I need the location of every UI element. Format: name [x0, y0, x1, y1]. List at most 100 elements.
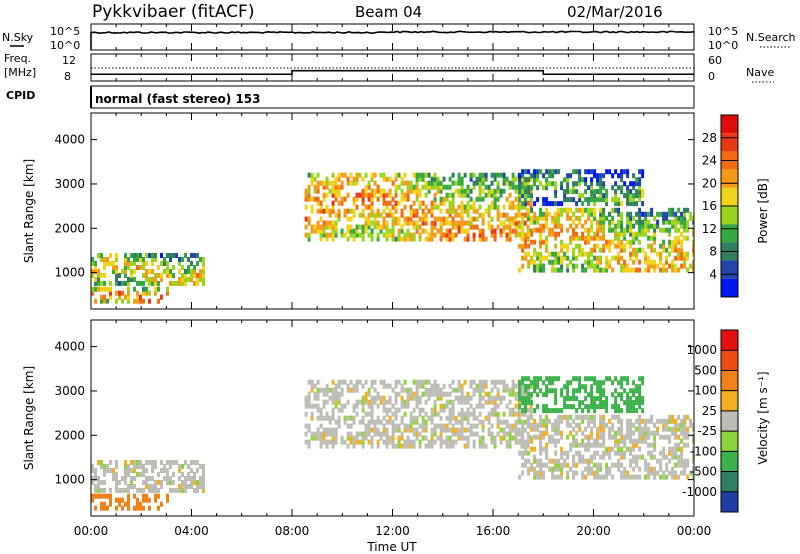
echo-cell	[596, 466, 600, 472]
echo-cell	[439, 200, 443, 206]
echo-cell	[421, 212, 425, 218]
echo-cell	[599, 426, 603, 432]
echo-cell	[97, 280, 100, 286]
echo-cell	[415, 208, 419, 214]
echo-cell	[530, 259, 534, 265]
echo-cell	[632, 197, 636, 203]
echo-cell	[115, 269, 118, 274]
echo-cell	[202, 280, 205, 286]
echo-cell	[442, 200, 446, 206]
echo-cell	[433, 216, 437, 222]
echo-cell	[340, 407, 344, 413]
echo-cell	[514, 228, 518, 234]
echo-cell	[587, 418, 591, 424]
echo-cell	[674, 223, 678, 229]
echo-cell	[370, 435, 374, 441]
echo-cell	[626, 404, 630, 410]
echo-cell	[635, 388, 639, 394]
echo-cell	[451, 439, 455, 445]
echo-cell	[677, 446, 681, 452]
echo-cell	[692, 466, 694, 472]
echo-cell	[578, 219, 582, 225]
echo-cell	[442, 439, 446, 445]
echo-cell	[412, 220, 416, 226]
echo-cell	[334, 188, 338, 194]
echo-cell	[316, 172, 320, 178]
echo-cell	[382, 403, 386, 409]
echo-cell	[487, 208, 491, 214]
echo-cell	[611, 227, 615, 233]
echo-cell	[517, 427, 521, 433]
echo-cell	[527, 211, 531, 217]
echo-cell	[163, 464, 166, 469]
echo-cell	[496, 216, 500, 222]
echo-cell	[674, 255, 678, 261]
echo-cell	[409, 216, 413, 222]
echo-cell	[671, 247, 675, 253]
echo-cell	[403, 411, 407, 417]
echo-cell	[373, 419, 377, 425]
echo-cell	[677, 255, 681, 261]
echo-cell	[617, 185, 621, 191]
echo-cell	[626, 227, 630, 233]
echo-cell	[602, 434, 606, 440]
echo-cell	[382, 196, 386, 202]
echo-cell	[548, 388, 552, 394]
echo-cell	[566, 414, 570, 420]
echo-cell	[590, 396, 594, 402]
echo-cell	[508, 184, 512, 190]
echo-cell	[457, 431, 461, 437]
echo-cell	[385, 232, 389, 238]
echo-cell	[103, 487, 106, 493]
echo-cell	[367, 387, 371, 393]
echo-cell	[445, 415, 449, 421]
echo-cell	[683, 470, 687, 476]
echo-cell	[430, 224, 434, 230]
echo-cell	[115, 290, 118, 296]
echo-cell	[692, 422, 694, 428]
echo-cell	[184, 269, 187, 274]
echo-cell	[445, 228, 449, 234]
echo-cell	[683, 430, 687, 436]
echo-cell	[439, 403, 443, 409]
echo-cell	[178, 468, 181, 473]
echo-cell	[115, 487, 118, 493]
echo-cell	[130, 480, 133, 485]
echo-cell	[139, 487, 142, 493]
echo-cell	[521, 223, 525, 229]
echo-cell	[493, 196, 497, 202]
echo-cell	[319, 236, 323, 242]
echo-cell	[638, 211, 642, 217]
echo-cell	[397, 423, 401, 429]
echo-cell	[539, 474, 543, 480]
echo-cell	[466, 407, 470, 413]
echo-cell	[626, 219, 630, 225]
echo-cell	[527, 414, 531, 420]
echo-cell	[376, 220, 380, 226]
echo-cell	[680, 251, 684, 257]
echo-cell	[514, 212, 518, 218]
echo-cell	[671, 211, 675, 217]
echo-cell	[478, 184, 482, 190]
echo-cell	[572, 211, 576, 217]
echo-cell	[563, 243, 567, 249]
echo-cell	[370, 407, 374, 413]
echo-cell	[91, 476, 94, 481]
echo-cell	[608, 259, 612, 265]
echo-cell	[518, 474, 522, 480]
echo-cell	[391, 431, 395, 437]
echo-cell	[566, 380, 570, 386]
echo-cell	[554, 430, 558, 436]
echo-cell	[412, 419, 416, 425]
echo-cell	[439, 196, 443, 202]
echo-cell	[511, 176, 515, 182]
echo-cell	[527, 466, 531, 472]
echo-cell	[593, 400, 597, 406]
echo-cell	[508, 216, 512, 222]
echo-cell	[529, 411, 533, 417]
echo-cell	[545, 376, 549, 382]
xaxis-label: Time UT	[366, 540, 417, 554]
echo-cell	[653, 430, 657, 436]
echo-cell	[388, 192, 392, 198]
echo-cell	[313, 403, 317, 409]
